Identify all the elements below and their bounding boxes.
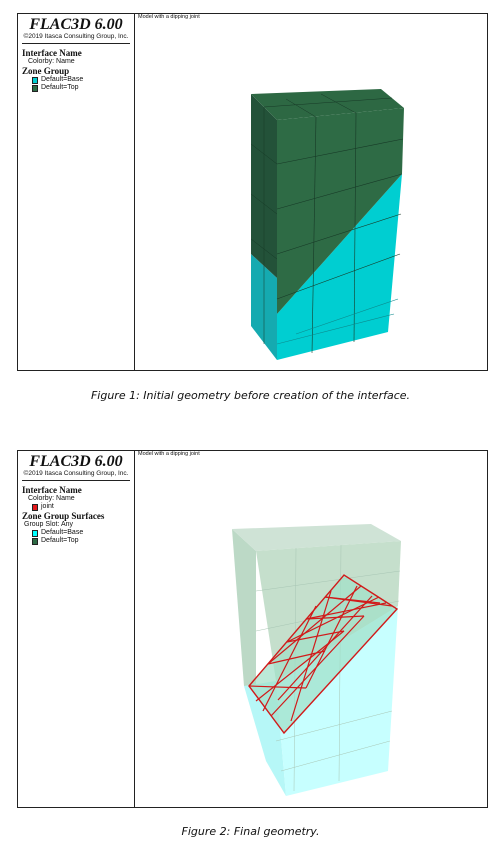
transparent-model-drawing — [232, 524, 401, 796]
legend-panel: FLAC3D 6.00 ©2019 Itasca Consulting Grou… — [18, 14, 135, 370]
legend-item-label: Default=Top — [41, 84, 79, 91]
zone-group-surfaces-title: Zone Group Surfaces — [22, 511, 105, 521]
colorby-label: Colorby: Name — [28, 495, 75, 502]
figure-2-frame: FLAC3D 6.00 ©2019 Itasca Consulting Grou… — [17, 450, 488, 808]
top-face — [251, 89, 404, 120]
legend-item-label: joint — [41, 503, 54, 510]
app-title: FLAC3D 6.00 — [29, 16, 123, 33]
front-face-base — [277, 174, 402, 360]
legend-item-label: Default=Base — [41, 529, 84, 536]
group-slot-label: Group Slot: Any — [24, 521, 74, 528]
joint-swatch — [32, 503, 38, 511]
app-title: FLAC3D 6.00 — [29, 453, 123, 470]
legend-item-top: Default=Top — [32, 537, 134, 545]
legend-item-label: Default=Base — [41, 76, 84, 83]
front-grid — [276, 112, 404, 354]
front-grid-base — [276, 298, 399, 345]
copyright: ©2019 Itasca Consulting Group, Inc. — [22, 470, 130, 481]
base-swatch — [32, 76, 38, 84]
model-view[interactable]: Model with a dipping joint — [136, 14, 487, 370]
legend-item-top: Default=Top — [32, 84, 134, 92]
figure-1-frame: FLAC3D 6.00 ©2019 Itasca Consulting Grou… — [17, 13, 488, 371]
front-face-top — [277, 108, 404, 314]
left-face-top — [232, 529, 256, 691]
top-grid — [263, 93, 393, 118]
figure-1-caption: Figure 1: Initial geometry before creati… — [90, 389, 411, 402]
model-block-drawing — [250, 89, 404, 360]
interface-name-title: Interface Name — [22, 48, 82, 58]
legend-item-base: Default=Base — [32, 76, 134, 84]
legend-panel: FLAC3D 6.00 ©2019 Itasca Consulting Grou… — [18, 451, 135, 807]
copyright: ©2019 Itasca Consulting Group, Inc. — [22, 33, 130, 44]
legend-item-joint: joint — [32, 503, 134, 511]
front-face-base — [276, 606, 398, 796]
top-swatch — [32, 537, 38, 545]
top-face — [232, 524, 401, 551]
joint-interface-mesh — [248, 574, 399, 735]
interface-name-title: Interface Name — [22, 485, 82, 495]
view-title: Model with a dipping joint — [138, 14, 200, 20]
view-title: Model with a dipping joint — [138, 451, 200, 457]
left-grid — [250, 107, 278, 344]
top-swatch — [32, 84, 38, 92]
zone-group-title: Zone Group — [22, 66, 70, 76]
model-view[interactable]: Model with a dipping joint — [136, 451, 487, 807]
legend-item-label: Default=Top — [41, 537, 79, 544]
base-swatch — [32, 529, 38, 537]
legend-item-base: Default=Base — [32, 529, 134, 537]
colorby-label: Colorby: Name — [28, 58, 75, 65]
figure-2-caption: Figure 2: Final geometry. — [181, 825, 320, 838]
